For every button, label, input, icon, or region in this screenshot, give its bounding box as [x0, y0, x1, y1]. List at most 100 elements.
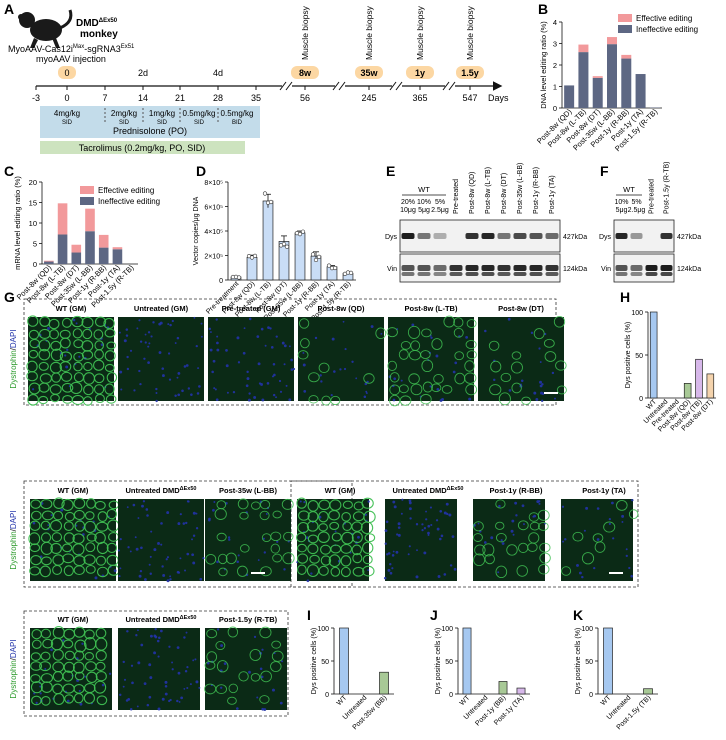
nucleus — [265, 513, 268, 515]
panel-a: A DMDΔEx50 monkey MyoAAV-Cas12iMax-sgRNA… — [4, 1, 509, 154]
nucleus — [202, 556, 205, 560]
fiber-outline — [26, 371, 38, 382]
data-point — [313, 257, 319, 263]
fiber-outline — [30, 681, 43, 694]
fiber-outline — [495, 532, 507, 543]
nucleus — [248, 670, 251, 674]
biopsy-badge-label: 1y — [415, 68, 425, 78]
wt-amount: 5μg — [616, 207, 628, 214]
nucleus — [259, 667, 263, 671]
nucleus — [253, 635, 257, 638]
nucleus — [389, 563, 392, 566]
nucleus — [269, 327, 272, 330]
nucleus — [198, 385, 201, 388]
stain-label: Dystrophin/DAPI — [9, 510, 18, 569]
fiber-outline — [506, 544, 518, 556]
biopsy-markers: Muscle biopsy 8w Muscle biopsy 35w Muscle bi… — [291, 5, 484, 79]
fiber-outline — [282, 552, 295, 565]
nucleus — [248, 392, 251, 395]
nucleus — [165, 558, 168, 561]
fiber-outline — [517, 520, 529, 531]
nucleus — [429, 506, 433, 509]
fiber-outline — [490, 360, 502, 373]
nucleus — [508, 389, 512, 392]
fiber-outline — [498, 392, 511, 406]
nucleus — [543, 522, 546, 525]
micro-title: Untreated DMDΔEx50 — [393, 486, 464, 495]
timeline-tick-label: 21 — [175, 93, 185, 103]
nucleus — [562, 540, 565, 543]
nucleus — [430, 336, 433, 340]
nucleus — [507, 317, 511, 321]
lane-label: Pre-treated — [453, 179, 460, 214]
legend-label: Effective editing — [98, 186, 154, 195]
nucleus — [561, 505, 565, 508]
nucleus — [147, 331, 151, 334]
fiber-outline — [81, 350, 94, 360]
nucleus — [155, 387, 158, 391]
nucleus — [131, 681, 134, 685]
timeline-tick-label: 7 — [102, 93, 107, 103]
nucleus — [122, 685, 125, 688]
nucleus — [625, 548, 628, 551]
y-axis-label: mRNA level editing ratio (%) — [13, 176, 22, 270]
fiber-outline — [61, 317, 72, 328]
fiber-outline — [105, 394, 117, 404]
microscopy-panels: WT (GM) Untreated (GM) Pre-treated (GM) Pos… — [9, 298, 639, 717]
fiber-outline — [362, 541, 374, 554]
nucleus — [144, 578, 147, 581]
wt-percent: 10% — [417, 199, 431, 206]
nucleus — [392, 398, 396, 402]
blot-band — [433, 233, 447, 239]
nucleus — [365, 392, 368, 394]
fiber-outline — [63, 565, 74, 577]
nucleus — [384, 542, 387, 545]
fiber-outline — [363, 373, 375, 384]
biopsy-badge — [406, 66, 434, 79]
blot-band — [615, 265, 628, 271]
nucleus — [357, 535, 360, 539]
y-tick-label: 0 — [325, 692, 329, 699]
nucleus — [439, 537, 442, 541]
nucleus — [453, 567, 457, 571]
nucleus — [178, 701, 181, 703]
fiber-outline — [62, 639, 74, 649]
wt-percent: 5% — [435, 199, 445, 206]
nucleus — [427, 524, 431, 528]
nucleus — [342, 320, 345, 323]
nucleus — [148, 342, 151, 345]
nucleus — [538, 502, 541, 505]
fiber-outline — [352, 566, 365, 577]
nucleus — [149, 572, 152, 575]
fiber-outline — [74, 639, 87, 653]
nucleus — [160, 543, 163, 546]
nucleus — [119, 538, 122, 541]
nucleus — [530, 331, 534, 335]
nucleus — [554, 397, 556, 400]
fiber-outline — [308, 395, 319, 404]
y-tick-label: 20 — [29, 178, 37, 187]
bar — [462, 627, 472, 695]
nucleus — [189, 683, 192, 686]
fiber-outline — [453, 327, 464, 338]
nucleus — [490, 536, 494, 540]
nucleus — [245, 384, 249, 388]
fiber-outline — [63, 532, 75, 544]
blot-band — [449, 272, 463, 276]
fiber-outline — [63, 521, 74, 531]
fiber-outline — [106, 508, 117, 520]
nucleus — [176, 699, 179, 703]
wt-amount: 2.5μg — [628, 207, 646, 214]
fiber-outline — [249, 648, 262, 662]
bar — [649, 311, 658, 399]
fiber-outline — [272, 553, 283, 563]
nucleus — [168, 378, 172, 381]
blot-band — [401, 272, 415, 276]
fiber-outline — [351, 544, 362, 556]
fiber-outline — [511, 351, 522, 360]
bar-segment — [44, 261, 54, 264]
